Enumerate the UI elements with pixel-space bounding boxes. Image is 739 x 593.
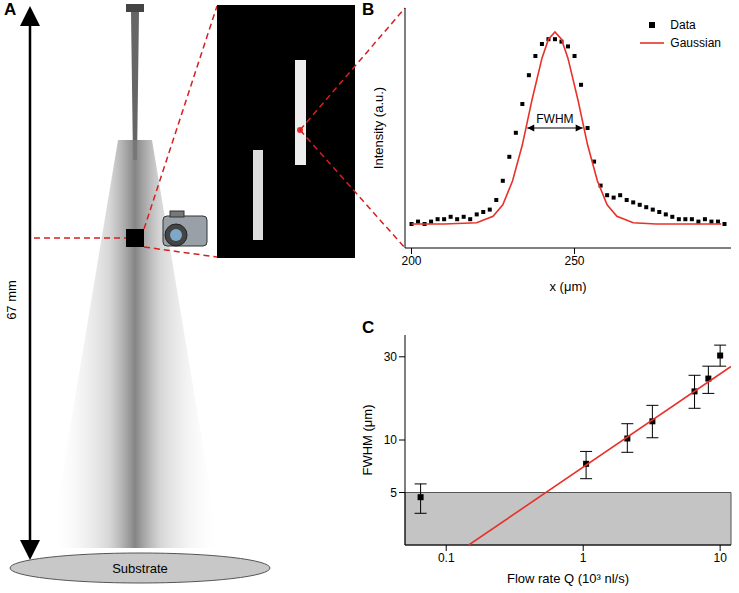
svg-text:30: 30 xyxy=(384,350,398,364)
html-text:Gaussian: Gaussian xyxy=(670,36,721,50)
svg-text:Flow rate Q (10³ nl/s): Flow rate Q (10³ nl/s) xyxy=(507,571,629,586)
svg-text:250: 250 xyxy=(565,254,585,268)
svg-text:1: 1 xyxy=(580,551,587,565)
svg-text:5: 5 xyxy=(390,486,397,500)
svg-text:67 mm: 67 mm xyxy=(4,280,19,320)
html-text:C: C xyxy=(362,318,375,337)
svg-text:Substrate: Substrate xyxy=(112,561,168,576)
html-text:B: B xyxy=(362,0,375,19)
svg-text:FWHM: FWHM xyxy=(536,112,573,126)
html-text:Data: Data xyxy=(670,18,696,32)
svg-text:200: 200 xyxy=(402,254,422,268)
html-text:A: A xyxy=(4,0,17,19)
svg-text:10: 10 xyxy=(384,433,398,447)
svg-text:10: 10 xyxy=(713,551,727,565)
svg-text:Intensity (a.u.): Intensity (a.u.) xyxy=(371,87,386,169)
svg-text:0.1: 0.1 xyxy=(438,551,455,565)
svg-text:FWHM (μm): FWHM (μm) xyxy=(360,404,375,475)
svg-text:x (μm): x (μm) xyxy=(549,279,586,294)
